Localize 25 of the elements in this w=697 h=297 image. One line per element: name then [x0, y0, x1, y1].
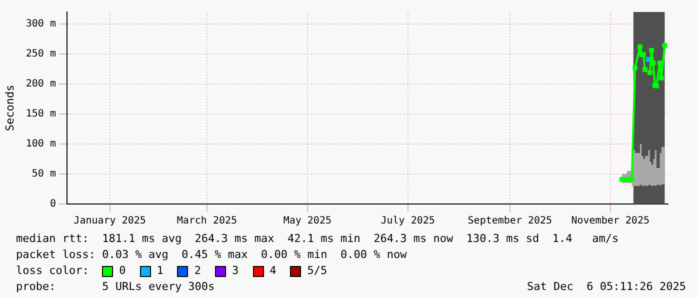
y-axis-title: Seconds [3, 84, 16, 132]
text: probe: 5 URLs every 300s [16, 279, 215, 295]
x-tick-label: November 2025 [571, 216, 650, 227]
legend-label: 5/5 [307, 263, 328, 279]
legend-label: 1 [156, 263, 164, 279]
legend-label: 3 [232, 263, 239, 279]
y-tick-label: 100 m [26, 138, 56, 150]
x-tick-label: January 2025 [74, 216, 146, 227]
legend-label: 0 [119, 263, 126, 279]
y-tick-label: 0 [50, 198, 56, 210]
x-tick-label: July 2025 [380, 216, 435, 227]
legend-title: loss color: [16, 263, 90, 279]
legend-label: 2 [194, 263, 201, 279]
y-tick-label: 250 m [26, 48, 56, 60]
y-tick-label: 200 m [26, 78, 56, 90]
y-tick-label: 50 m [32, 168, 56, 180]
x-tick-label: September 2025 [468, 216, 552, 227]
text: median rtt: 181.1 ms avg 264.3 ms max 42.1 ms min 264.3 ms now 130.3 ms sd 1.4 am/s [16, 231, 620, 247]
legend-label: 4 [270, 263, 276, 279]
y-tick-label: 300 m [26, 18, 56, 30]
text: packet loss: 0.03 % avg 0.45 % max 0.00 % min 0.00 % now [16, 247, 408, 263]
x-tick-label: March 2025 [176, 216, 238, 227]
text: Sat Dec 6 05:11:26 2025 [527, 279, 686, 295]
y-tick-label: 150 m [26, 108, 56, 120]
x-tick-label: May 2025 [283, 216, 332, 227]
